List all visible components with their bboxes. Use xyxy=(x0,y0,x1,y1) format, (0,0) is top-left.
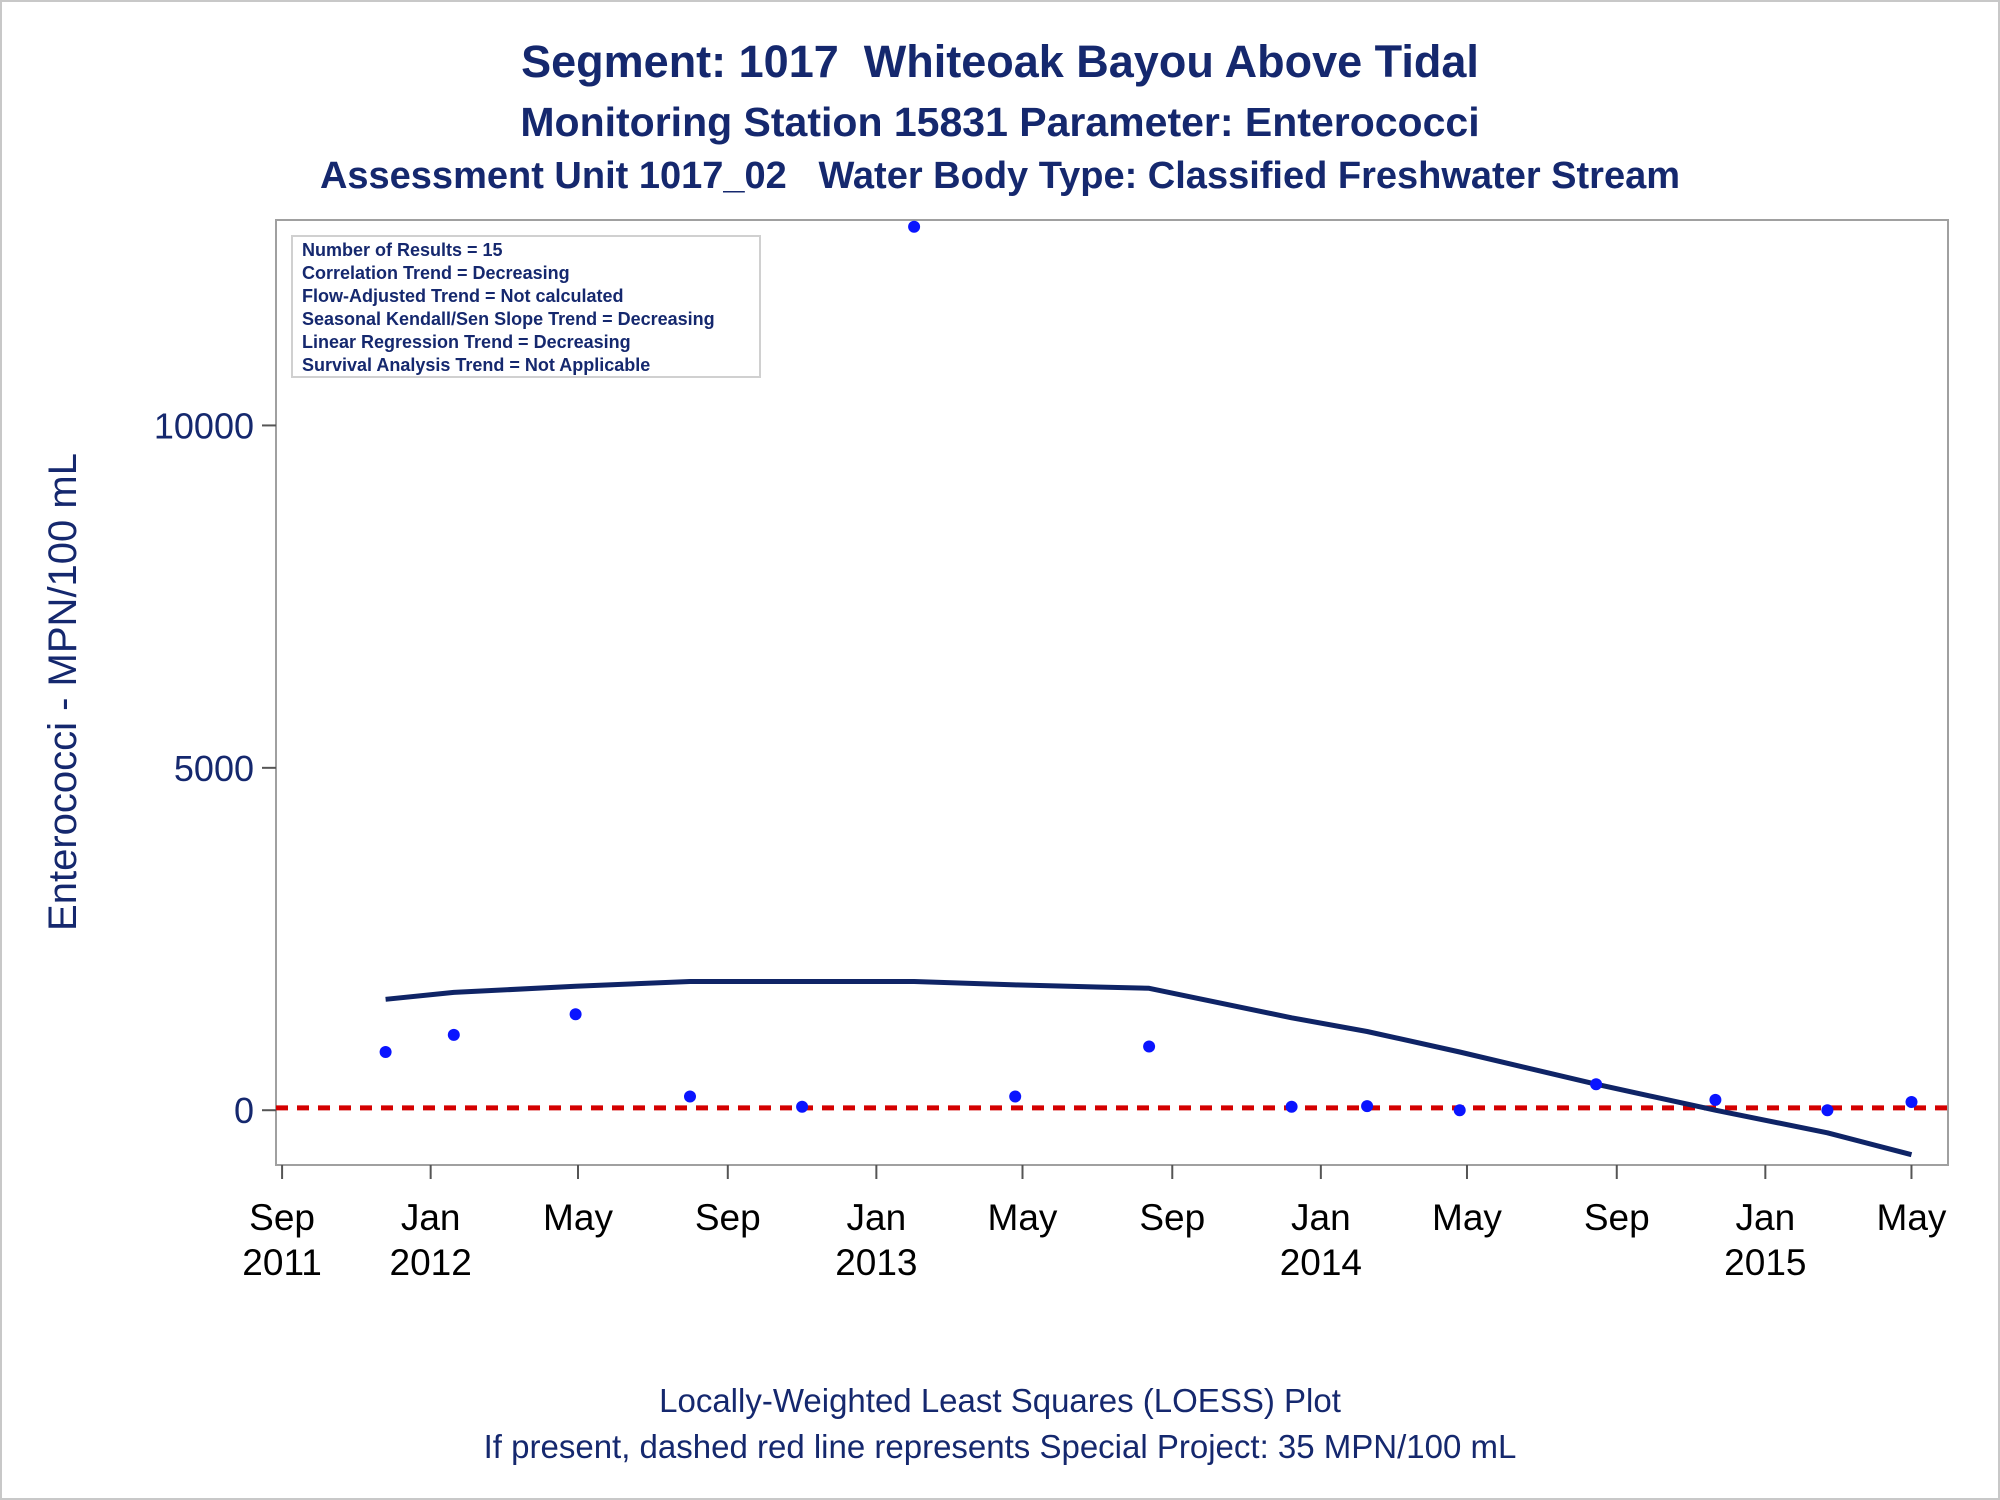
points-layer xyxy=(379,220,1918,1117)
info-box-line: Seasonal Kendall/Sen Slope Trend = Decre… xyxy=(302,309,715,329)
info-box-line: Correlation Trend = Decreasing xyxy=(302,263,570,283)
data-point xyxy=(1821,1104,1834,1117)
x-tick-label-month: Jan xyxy=(1736,1197,1796,1238)
data-point xyxy=(1361,1100,1374,1113)
x-tick-label-month: May xyxy=(1432,1197,1502,1238)
x-tick-label-year: 2011 xyxy=(242,1242,322,1283)
info-box-line: Linear Regression Trend = Decreasing xyxy=(302,332,631,352)
data-point xyxy=(447,1028,460,1041)
y-tick-label: 0 xyxy=(234,1090,254,1131)
x-tick-label-month: May xyxy=(988,1197,1058,1238)
x-tick-label-month: Jan xyxy=(1291,1197,1351,1238)
data-point xyxy=(796,1100,809,1113)
data-point xyxy=(908,220,921,233)
data-point xyxy=(1285,1100,1298,1113)
data-point xyxy=(1709,1093,1722,1106)
x-tick-label-month: May xyxy=(543,1197,613,1238)
data-point xyxy=(1143,1040,1156,1053)
x-tick-label-month: May xyxy=(1877,1197,1947,1238)
x-tick-label-month: Jan xyxy=(847,1197,907,1238)
footer-reference-note: If present, dashed red line represents S… xyxy=(483,1428,1517,1465)
data-point xyxy=(1905,1096,1918,1108)
data-point xyxy=(569,1008,582,1021)
data-point xyxy=(684,1090,696,1103)
data-point xyxy=(1590,1078,1603,1091)
x-tick-label-month: Sep xyxy=(1584,1197,1650,1238)
data-point xyxy=(1453,1104,1466,1117)
x-tick-label-month: Jan xyxy=(401,1197,461,1238)
info-box-line: Survival Analysis Trend = Not Applicable xyxy=(302,355,650,375)
x-tick-label-year: 2015 xyxy=(1724,1242,1806,1283)
y-tick-label: 5000 xyxy=(174,748,254,789)
plot-area-border xyxy=(275,219,1949,1166)
data-point xyxy=(1009,1090,1022,1103)
y-axis: 0 5000 10000 xyxy=(154,405,276,1131)
info-box xyxy=(291,235,761,378)
chart-subtitle-assessment: Assessment Unit 1017_02 Water Body Type:… xyxy=(319,155,1681,197)
chart-subtitle-station: Monitoring Station 15831 Parameter: Ente… xyxy=(520,99,1480,145)
x-tick-label-year: 2014 xyxy=(1280,1242,1362,1283)
x-tick-label-month: Sep xyxy=(1139,1197,1205,1238)
info-box-line: Number of Results = 15 xyxy=(302,240,503,260)
footer-loess-note: Locally-Weighted Least Squares (LOESS) P… xyxy=(659,1382,1341,1419)
x-tick-label-year: 2013 xyxy=(835,1242,917,1283)
info-box-lines: Number of Results = 15 Correlation Trend … xyxy=(302,240,715,375)
x-tick-label-month: Sep xyxy=(249,1197,315,1238)
y-tick-label: 10000 xyxy=(154,405,254,446)
data-point xyxy=(379,1046,392,1058)
loess-line xyxy=(385,979,1913,1158)
chart-title: Segment: 1017 Whiteoak Bayou Above Tidal xyxy=(521,36,1479,87)
y-axis-label: Enterococci - MPN/100 mL xyxy=(41,453,85,931)
x-tick-label-year: 2012 xyxy=(390,1242,472,1283)
info-box-line: Flow-Adjusted Trend = Not calculated xyxy=(302,286,624,306)
loess-layer xyxy=(385,979,1913,1158)
x-tick-label-month: Sep xyxy=(695,1197,761,1238)
